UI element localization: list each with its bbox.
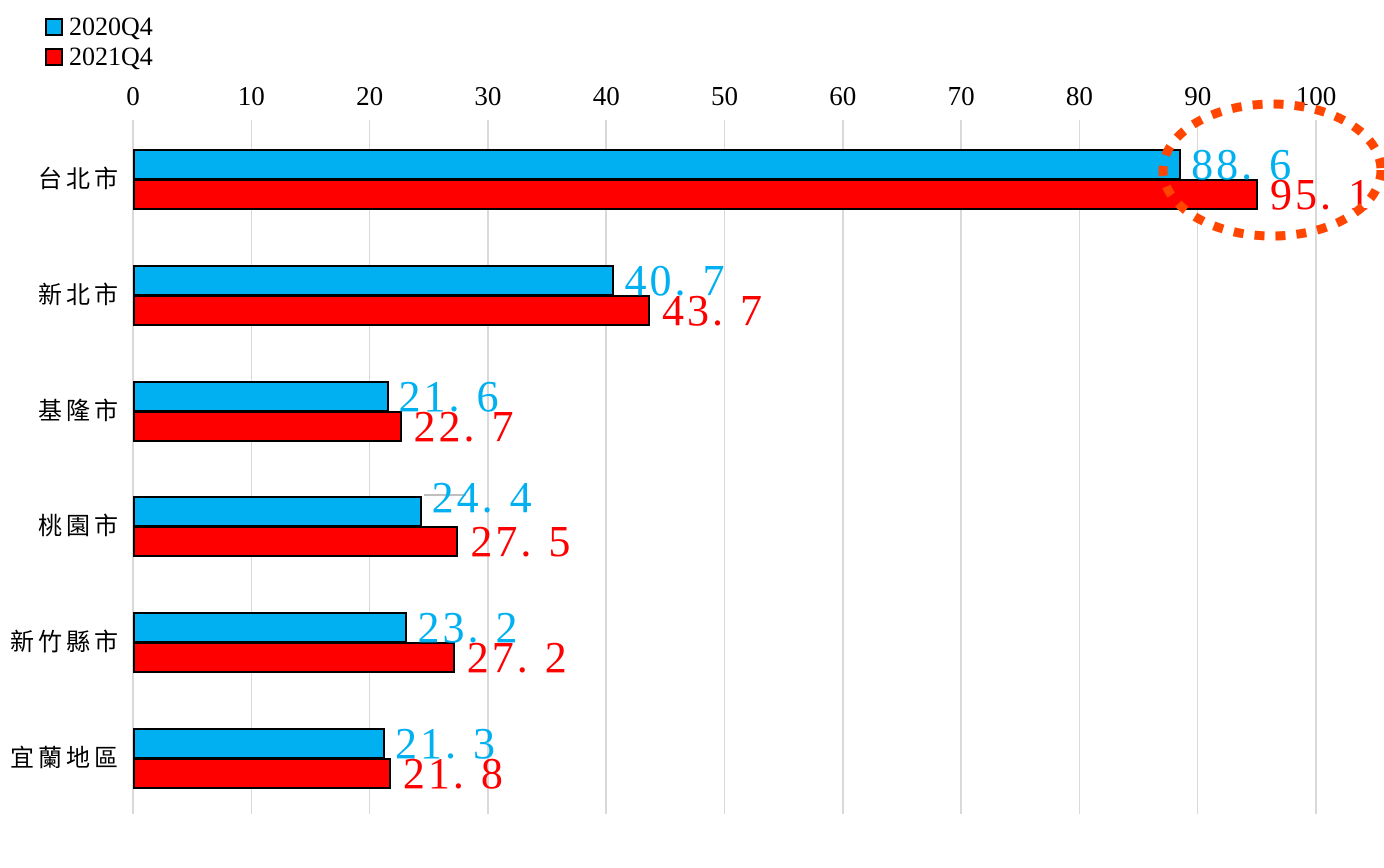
bar-2021q4-4 bbox=[133, 642, 455, 674]
bar-2021q4-1 bbox=[133, 294, 650, 326]
x-axis-tick-label-20: 20 bbox=[356, 81, 384, 111]
bar-2020q4-5 bbox=[133, 728, 385, 759]
x-axis-tick-label-80: 80 bbox=[1065, 81, 1093, 111]
bar-2020q4-4 bbox=[133, 612, 408, 644]
gridline-90 bbox=[1196, 120, 1199, 814]
value-label-2021q4-3: 27. 5 bbox=[470, 517, 574, 567]
x-axis-tick-label-70: 70 bbox=[947, 81, 975, 111]
value-label-2021q4-2: 22. 7 bbox=[413, 401, 517, 451]
category-label-2: 基隆市 bbox=[38, 398, 122, 425]
bar-2021q4-3 bbox=[133, 526, 459, 558]
bar-2021q4-2 bbox=[133, 410, 402, 442]
value-label-2021q4-0: 95. 1 bbox=[1270, 170, 1374, 219]
legend-item-2020q4: 2020Q4 bbox=[45, 12, 153, 42]
bar-2020q4-2 bbox=[133, 380, 389, 412]
value-label-2021q4-5: 21. 8 bbox=[402, 749, 506, 798]
category-label-5: 宜蘭地區 bbox=[10, 746, 122, 772]
x-axis-tick-label-50: 50 bbox=[711, 81, 738, 111]
legend-item-2021q4: 2021Q4 bbox=[45, 42, 153, 72]
category-label-4: 新竹縣市 bbox=[10, 630, 122, 657]
bar-2020q4-0 bbox=[133, 149, 1182, 180]
x-axis-tick-label-0: 0 bbox=[126, 81, 140, 111]
gridline-0 bbox=[132, 120, 134, 814]
gridline-20 bbox=[368, 120, 371, 814]
gridline-100 bbox=[1315, 120, 1317, 814]
gridline-30 bbox=[487, 120, 489, 814]
category-label-1: 新北市 bbox=[38, 282, 122, 309]
x-axis-tick-label-40: 40 bbox=[592, 81, 620, 111]
category-label-0: 台北市 bbox=[38, 167, 122, 193]
legend-swatch-2021q4 bbox=[45, 48, 63, 66]
value-label-2021q4-1: 43. 7 bbox=[661, 285, 765, 335]
value-label-2020q4-5: 21. 3 bbox=[394, 719, 498, 768]
x-axis-tick-label-90: 90 bbox=[1184, 81, 1212, 111]
legend-swatch-2020q4 bbox=[45, 18, 63, 36]
bar-2020q4-3 bbox=[133, 496, 422, 528]
gridline-50 bbox=[723, 120, 726, 814]
legend-label-2021q4: 2021Q4 bbox=[69, 42, 153, 71]
gridline-60 bbox=[842, 120, 844, 814]
gridline-70 bbox=[960, 120, 962, 814]
bar-2020q4-1 bbox=[133, 264, 615, 296]
x-axis-tick-label-30: 30 bbox=[474, 81, 502, 111]
category-label-3: 桃園市 bbox=[38, 514, 122, 541]
value-label-2020q4-2: 21. 6 bbox=[398, 371, 502, 421]
value-label-2021q4-4: 27. 2 bbox=[466, 633, 570, 683]
label-leader-line bbox=[423, 494, 466, 497]
bar-2021q4-0 bbox=[133, 179, 1259, 210]
gridline-80 bbox=[1078, 120, 1081, 814]
x-axis-tick-label-100: 100 bbox=[1295, 81, 1337, 111]
gridline-10 bbox=[250, 120, 253, 814]
x-axis-tick-label-10: 10 bbox=[237, 81, 265, 111]
value-label-2020q4-4: 23. 2 bbox=[417, 603, 521, 653]
value-label-2020q4-3: 24. 4 bbox=[431, 473, 535, 523]
gridline-40 bbox=[605, 120, 607, 814]
value-label-2020q4-1: 40. 7 bbox=[624, 255, 728, 305]
legend-label-2020q4: 2020Q4 bbox=[69, 12, 153, 41]
x-axis-tick-label-60: 60 bbox=[829, 81, 857, 111]
legend: 2020Q4 2021Q4 bbox=[45, 12, 153, 72]
bar-2021q4-5 bbox=[133, 758, 391, 789]
